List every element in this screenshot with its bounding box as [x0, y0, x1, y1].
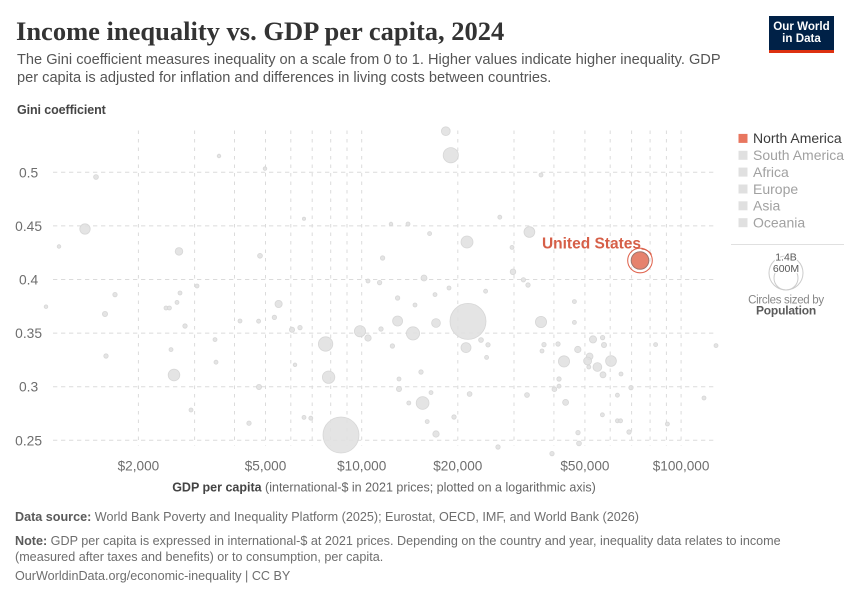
- svg-text:South America: South America: [753, 147, 844, 163]
- svg-text:0.25: 0.25: [15, 433, 42, 448]
- svg-text:0.4: 0.4: [19, 273, 39, 288]
- svg-text:600M: 600M: [773, 263, 799, 275]
- svg-text:$5,000: $5,000: [245, 458, 287, 473]
- svg-text:United States: United States: [542, 236, 641, 253]
- svg-text:$50,000: $50,000: [560, 458, 610, 473]
- svg-text:North America: North America: [753, 130, 842, 146]
- svg-text:$2,000: $2,000: [118, 458, 160, 473]
- svg-text:GDP per capita (international-: GDP per capita (international-$ in 2021 …: [172, 481, 596, 495]
- svg-text:Asia: Asia: [753, 198, 780, 214]
- svg-text:$20,000: $20,000: [433, 458, 483, 473]
- svg-text:0.35: 0.35: [15, 326, 42, 341]
- svg-text:$100,000: $100,000: [653, 458, 710, 473]
- svg-text:0.45: 0.45: [15, 219, 42, 234]
- svg-text:1.4B: 1.4B: [775, 252, 797, 264]
- svg-text:$10,000: $10,000: [337, 458, 387, 473]
- svg-text:0.3: 0.3: [19, 380, 39, 395]
- svg-text:Europe: Europe: [753, 181, 798, 197]
- svg-text:Africa: Africa: [753, 164, 789, 180]
- svg-text:0.5: 0.5: [19, 165, 39, 180]
- svg-text:Population: Population: [756, 304, 816, 318]
- svg-text:Circles sized by: Circles sized by: [748, 295, 824, 307]
- svg-text:Oceania: Oceania: [753, 215, 805, 231]
